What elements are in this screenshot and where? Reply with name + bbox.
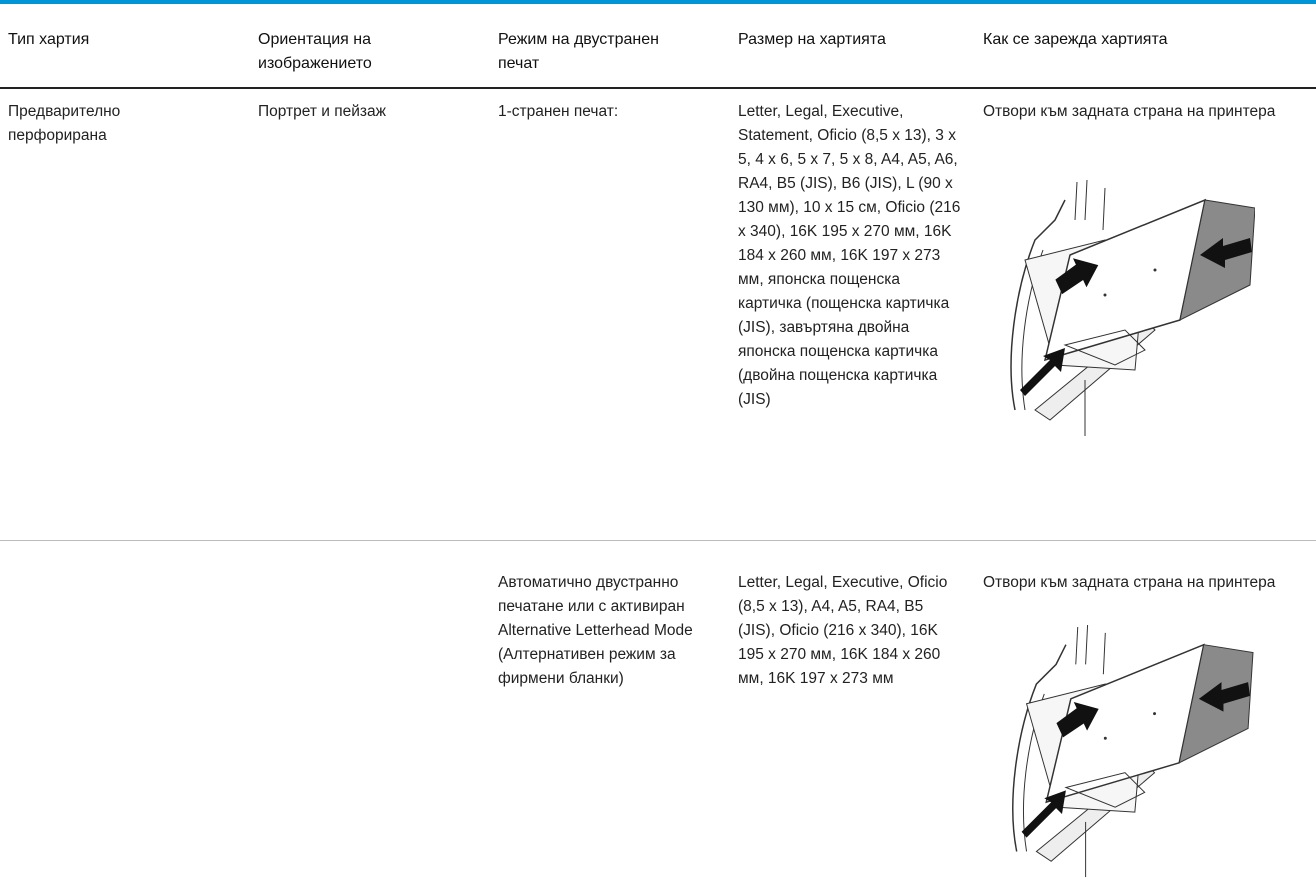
cell: Отвори към задната страна на принтера xyxy=(983,574,1276,591)
printer-illustration xyxy=(995,625,1255,881)
cell: Letter, Legal, Executive, Oficio (8,5 x … xyxy=(738,574,948,687)
header-cell: Как се зарежда хартията xyxy=(983,31,1168,48)
row-rule xyxy=(0,540,1316,541)
top-bar xyxy=(0,0,1316,4)
header-rule xyxy=(0,87,1316,89)
printer-illustration xyxy=(995,180,1255,440)
header-cell: Тип хартия xyxy=(8,31,90,48)
cell: Предварително перфорирана xyxy=(8,103,121,144)
header-cell: Размер на хартията xyxy=(738,31,886,48)
cell: Letter, Legal, Executive, Statement, Ofi… xyxy=(738,103,961,408)
header-cell: Ориентация на изображението xyxy=(258,31,372,72)
cell: 1-странен печат: xyxy=(498,103,619,120)
cell: Автоматично двустранно печатане или с ак… xyxy=(498,574,693,687)
header-cell: Режим на двустранен печат xyxy=(498,31,659,72)
cell: Портрет и пейзаж xyxy=(258,103,387,120)
cell: Отвори към задната страна на принтера xyxy=(983,103,1276,120)
